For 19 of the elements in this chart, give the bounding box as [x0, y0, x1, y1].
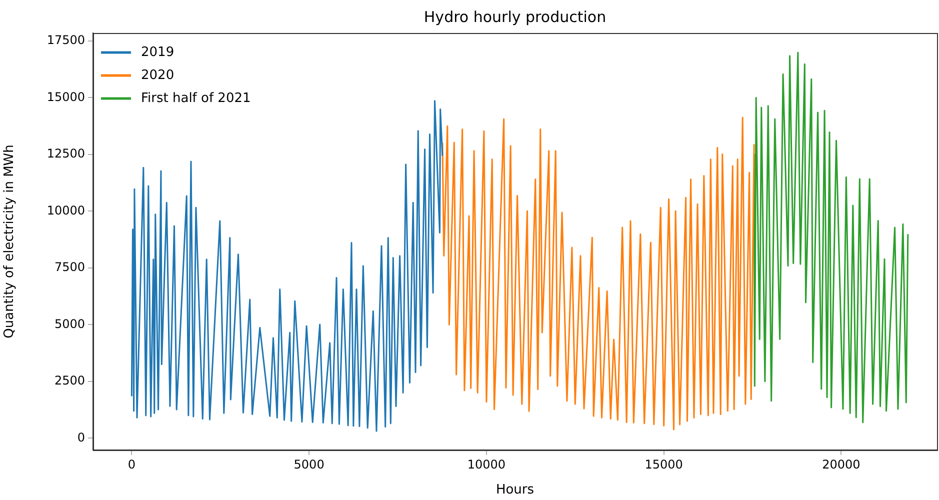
x-tick-label: 10000: [467, 457, 506, 472]
chart-title: Hydro hourly production: [424, 8, 606, 26]
x-tick-label: 5000: [294, 457, 324, 472]
y-tick-label: 15000: [46, 90, 85, 104]
legend-label: 2020: [141, 68, 174, 83]
x-tick-label: 0: [128, 457, 136, 472]
x-tick-label: 15000: [644, 457, 683, 472]
legend-label: First half of 2021: [141, 90, 251, 106]
y-tick-label: 5000: [54, 316, 85, 331]
legend-label: 2019: [141, 44, 174, 60]
y-tick-label: 12500: [46, 146, 85, 161]
y-tick-label: 17500: [46, 33, 85, 48]
y-tick-label: 2500: [54, 374, 85, 388]
y-tick-label: 10000: [46, 203, 85, 218]
y-tick-label: 0: [77, 430, 85, 444]
x-axis-title: Hours: [496, 482, 534, 498]
x-tick-label: 20000: [822, 457, 860, 472]
y-tick-label: 7500: [54, 260, 85, 274]
y-axis-title: Quantity of electricity in MWh: [2, 144, 18, 338]
